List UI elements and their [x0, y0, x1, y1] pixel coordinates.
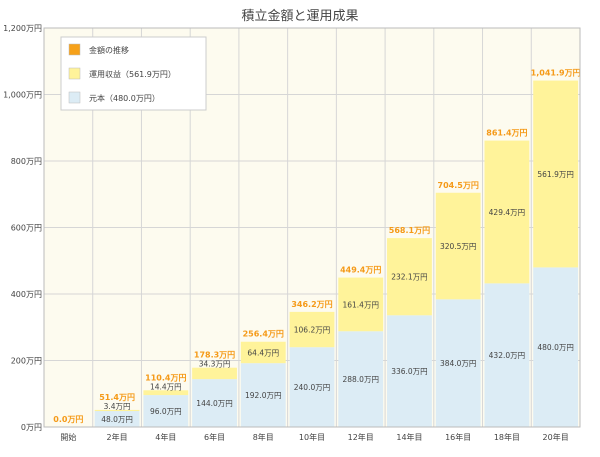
y-tick-label: 200万円	[11, 357, 42, 366]
gain-bar	[192, 367, 237, 380]
y-tick-label: 800万円	[11, 157, 42, 166]
x-tick-label: 4年目	[155, 432, 176, 442]
x-tick-label: 20年目	[543, 432, 569, 442]
gain-bar	[94, 409, 140, 412]
principal-bar	[289, 347, 335, 427]
principal-bar	[338, 331, 384, 427]
principal-bar	[387, 315, 432, 427]
principal-value-label: 144.0万円	[196, 399, 232, 408]
total-value-label: 51.4万円	[99, 393, 135, 402]
principal-value-label: 48.0万円	[101, 415, 133, 424]
total-value-label: 568.1万円	[389, 226, 430, 235]
principal-value-label: 96.0万円	[150, 407, 182, 416]
gain-value-label: 3.4万円	[104, 402, 131, 411]
x-tick-label: 8年目	[253, 432, 274, 442]
total-value-label: 110.4万円	[145, 373, 186, 382]
plot-area: 0万円 200万円 400万円 600万円 800万円 1,000万円 1,200万円 0.0…	[3, 24, 581, 442]
legend-item-total-label: 金額の推移	[89, 45, 129, 55]
total-value-label: 861.4万円	[486, 129, 527, 138]
x-tick-label: 2年目	[107, 432, 128, 442]
gain-bar	[240, 341, 286, 364]
x-tick-label: 14年目	[396, 432, 422, 442]
legend-item-principal-swatch	[68, 91, 81, 104]
y-tick-label: 600万円	[11, 224, 42, 233]
x-tick-label: 開始	[60, 432, 76, 442]
chart-title: 積立金額と運用成果	[241, 8, 358, 24]
total-value-label: 449.4万円	[340, 266, 381, 275]
legend-item-total-swatch	[68, 43, 81, 56]
x-tick-label: 6年目	[204, 432, 225, 442]
gain-value-label: 106.2万円	[294, 326, 330, 335]
principal-value-label: 432.0万円	[489, 351, 525, 360]
gain-value-label: 320.5万円	[440, 242, 476, 251]
legend-box	[60, 36, 207, 111]
principal-value-label: 336.0万円	[391, 367, 427, 376]
gain-bar	[338, 277, 384, 332]
gain-value-label: 34.3万円	[199, 360, 231, 369]
gain-value-label: 64.4万円	[247, 348, 279, 357]
principal-value-label: 288.0万円	[342, 375, 378, 384]
total-value-label: 704.5万円	[438, 181, 479, 190]
gain-value-label: 561.9万円	[537, 170, 573, 179]
principal-bar	[143, 395, 189, 427]
principal-bar	[533, 267, 579, 427]
principal-bar	[435, 299, 481, 427]
total-value-label: 178.3万円	[194, 351, 235, 360]
principal-bar	[192, 379, 237, 427]
legend-item-gain-label: 運用収益（561.9万円）	[89, 69, 176, 79]
gain-bar	[533, 80, 579, 268]
legend-item-principal-label: 元本（480.0万円）	[89, 93, 160, 103]
gain-bar	[484, 140, 530, 284]
principal-value-label: 240.0万円	[294, 383, 330, 392]
x-tick-label: 10年目	[299, 432, 325, 442]
y-tick-label: 1,000万円	[3, 91, 42, 100]
gain-value-label: 14.4万円	[150, 382, 182, 391]
gain-bar	[143, 390, 189, 396]
total-value-label: 0.0万円	[53, 415, 83, 424]
x-tick-label: 16年目	[445, 432, 471, 442]
gain-bar	[435, 192, 481, 300]
x-tick-label: 12年目	[348, 432, 374, 442]
y-tick-label: 0万円	[21, 423, 42, 432]
y-tick-label: 400万円	[11, 290, 42, 299]
gain-bar	[387, 238, 432, 316]
gain-value-label: 429.4万円	[489, 208, 525, 217]
principal-value-label: 384.0万円	[440, 359, 476, 368]
plot-border	[43, 27, 581, 428]
total-value-label: 1,041.9万円	[531, 69, 581, 78]
principal-bar	[484, 283, 530, 427]
x-tick-label: 18年目	[494, 432, 520, 442]
principal-bar	[94, 411, 140, 427]
principal-bar	[240, 363, 286, 427]
total-value-label: 256.4万円	[243, 330, 284, 339]
legend-item-gain-swatch	[68, 67, 81, 80]
principal-value-label: 192.0万円	[245, 391, 281, 400]
total-value-label: 346.2万円	[291, 300, 332, 309]
gain-bar	[289, 311, 335, 348]
gain-value-label: 161.4万円	[342, 300, 378, 309]
y-tick-label: 1,200万円	[3, 24, 42, 33]
gain-value-label: 232.1万円	[391, 273, 427, 282]
principal-value-label: 480.0万円	[537, 343, 573, 352]
